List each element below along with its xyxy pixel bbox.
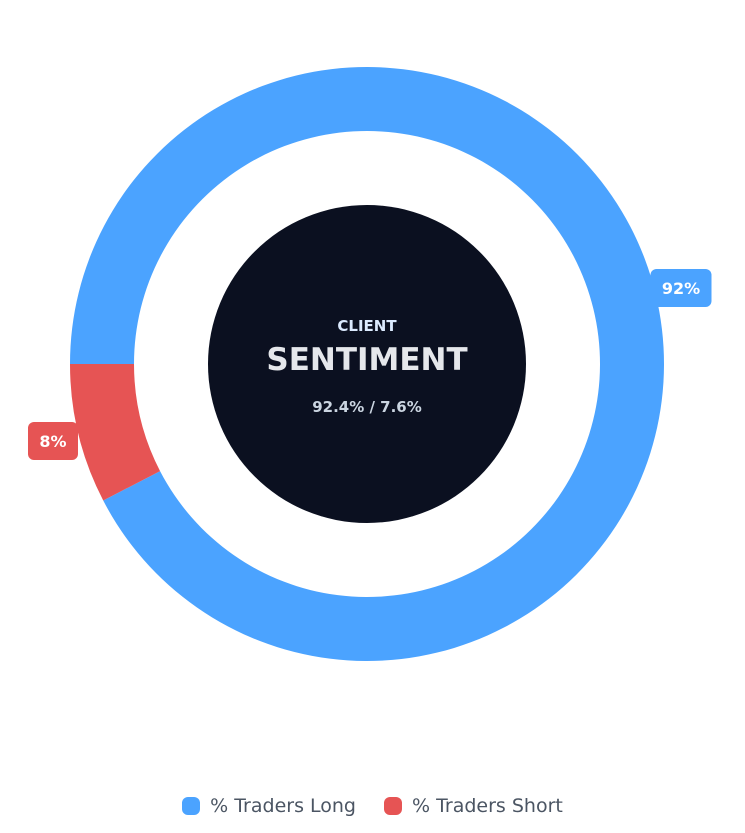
legend-label-short: % Traders Short xyxy=(411,795,563,817)
legend-label-long: % Traders Long xyxy=(210,795,356,817)
data-labels-layer: 92% 8% xyxy=(28,269,712,460)
legend-item-short[interactable]: % Traders Short xyxy=(383,795,563,817)
legend-swatch-short xyxy=(383,797,402,815)
legend: % Traders Long % Traders Short xyxy=(0,792,745,820)
slices-layer xyxy=(70,66,664,662)
slice-short[interactable] xyxy=(70,364,161,501)
data-label-short-bg xyxy=(28,422,78,460)
center-disc xyxy=(208,205,526,523)
data-label-short-text: 8% xyxy=(39,432,66,451)
data-label-long-bg xyxy=(650,269,712,307)
data-label-long: 92% xyxy=(650,269,712,307)
data-label-long-text: 92% xyxy=(662,279,700,298)
center-title: SENTIMENT xyxy=(266,342,467,378)
legend-swatch-long xyxy=(182,797,201,815)
center-overline: CLIENT xyxy=(337,317,397,335)
data-label-short: 8% xyxy=(28,422,78,460)
legend-item-long[interactable]: % Traders Long xyxy=(182,795,356,817)
center-summary: 92.4% / 7.6% xyxy=(312,398,422,416)
